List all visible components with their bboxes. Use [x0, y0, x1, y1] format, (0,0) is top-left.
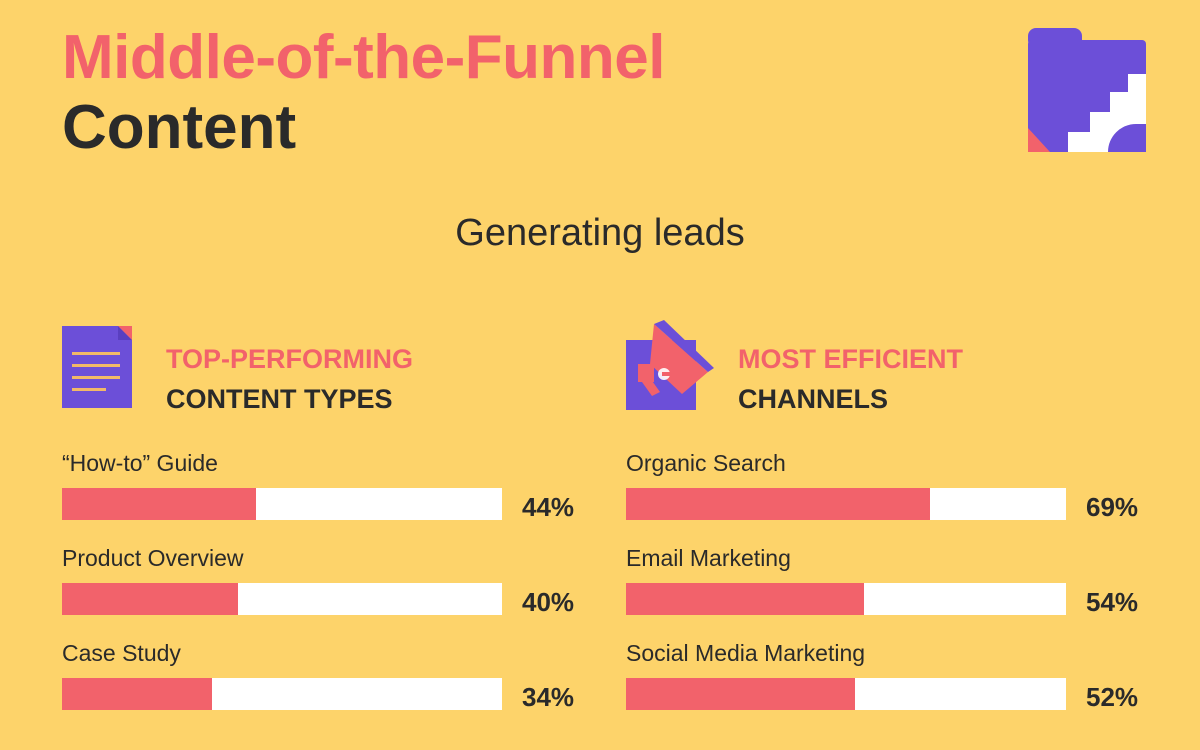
category-label: Product Overview: [62, 545, 244, 571]
bar-track: [62, 678, 502, 710]
bar-row: Social Media Marketing 52%: [626, 640, 1156, 735]
bar-track: [626, 678, 1066, 710]
content-types-panel: TOP-PERFORMING CONTENT TYPES “How-to” Gu…: [60, 320, 600, 712]
chart-title-line2: CHANNELS: [738, 384, 889, 414]
category-label: Social Media Marketing: [626, 640, 866, 666]
chart-title-line1: MOST EFFICIENT: [738, 344, 963, 374]
data-label: 34%: [522, 682, 575, 712]
chart-title-line2: CONTENT TYPES: [166, 384, 393, 414]
bar-row: Product Overview 40%: [62, 545, 592, 640]
bar-row: Email Marketing 54%: [626, 545, 1156, 640]
category-label: “How-to” Guide: [62, 450, 218, 476]
bar: [626, 488, 930, 520]
panel-header: TOP-PERFORMING CONTENT TYPES: [60, 320, 600, 420]
category-label: Case Study: [62, 640, 181, 666]
subtitle: Generating leads: [455, 212, 745, 254]
category-label: Email Marketing: [626, 545, 791, 571]
panel-header: MOST EFFICIENT CHANNELS: [624, 320, 1164, 420]
bar-track: [62, 583, 502, 615]
bar: [626, 678, 855, 710]
category-label: Organic Search: [626, 450, 786, 476]
bar-track: [626, 583, 1066, 615]
bar-track: [626, 488, 1066, 520]
data-label: 44%: [522, 492, 575, 522]
bar: [62, 488, 256, 520]
bar: [626, 583, 864, 615]
bar-row: Case Study 34%: [62, 640, 592, 735]
document-icon: [62, 326, 132, 408]
channels-panel: MOST EFFICIENT CHANNELS Organic Search 6…: [624, 320, 1164, 712]
data-label: 69%: [1086, 492, 1139, 522]
chart-title-line1: TOP-PERFORMING: [166, 344, 414, 374]
bar-row: Organic Search 69%: [626, 450, 1156, 545]
page-title-line2: Content: [62, 93, 297, 162]
bar: [62, 583, 238, 615]
megaphone-icon: [626, 320, 714, 410]
bar: [62, 678, 212, 710]
bar-track: [62, 488, 502, 520]
page-title-line1: Middle-of-the-Funnel: [62, 23, 665, 92]
bar-row: “How-to” Guide 44%: [62, 450, 592, 545]
bar-rows: Organic Search 69% Email Marketing 54% S…: [626, 450, 1156, 735]
folder-stairs-icon: [1028, 28, 1146, 152]
data-label: 52%: [1086, 682, 1139, 712]
data-label: 40%: [522, 587, 575, 617]
bar-rows: “How-to” Guide 44% Product Overview 40% …: [62, 450, 592, 735]
data-label: 54%: [1086, 587, 1139, 617]
